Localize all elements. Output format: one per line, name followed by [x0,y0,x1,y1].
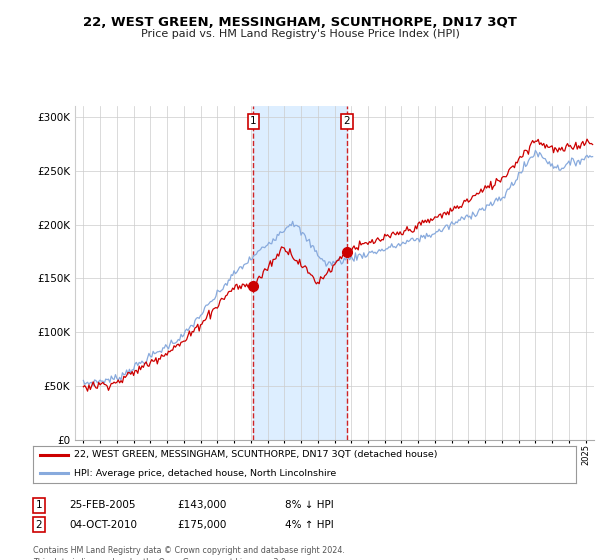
Bar [253,106,347,440]
Text: 1: 1 [35,500,43,510]
Text: 1: 1 [250,116,257,127]
Text: 25-FEB-2005: 25-FEB-2005 [69,500,136,510]
Text: Price paid vs. HM Land Registry's House Price Index (HPI): Price paid vs. HM Land Registry's House … [140,29,460,39]
Text: 4% ↑ HPI: 4% ↑ HPI [285,520,334,530]
Text: £143,000: £143,000 [177,500,226,510]
Text: £175,000: £175,000 [177,520,226,530]
Text: Contains HM Land Registry data © Crown copyright and database right 2024.
This d: Contains HM Land Registry data © Crown c… [33,546,345,560]
Text: 2: 2 [344,116,350,127]
Text: 22, WEST GREEN, MESSINGHAM, SCUNTHORPE, DN17 3QT: 22, WEST GREEN, MESSINGHAM, SCUNTHORPE, … [83,16,517,29]
Text: HPI: Average price, detached house, North Lincolnshire: HPI: Average price, detached house, Nort… [74,469,336,478]
Text: 22, WEST GREEN, MESSINGHAM, SCUNTHORPE, DN17 3QT (detached house): 22, WEST GREEN, MESSINGHAM, SCUNTHORPE, … [74,450,437,460]
Text: 8% ↓ HPI: 8% ↓ HPI [285,500,334,510]
Text: 04-OCT-2010: 04-OCT-2010 [69,520,137,530]
Text: 2: 2 [35,520,43,530]
